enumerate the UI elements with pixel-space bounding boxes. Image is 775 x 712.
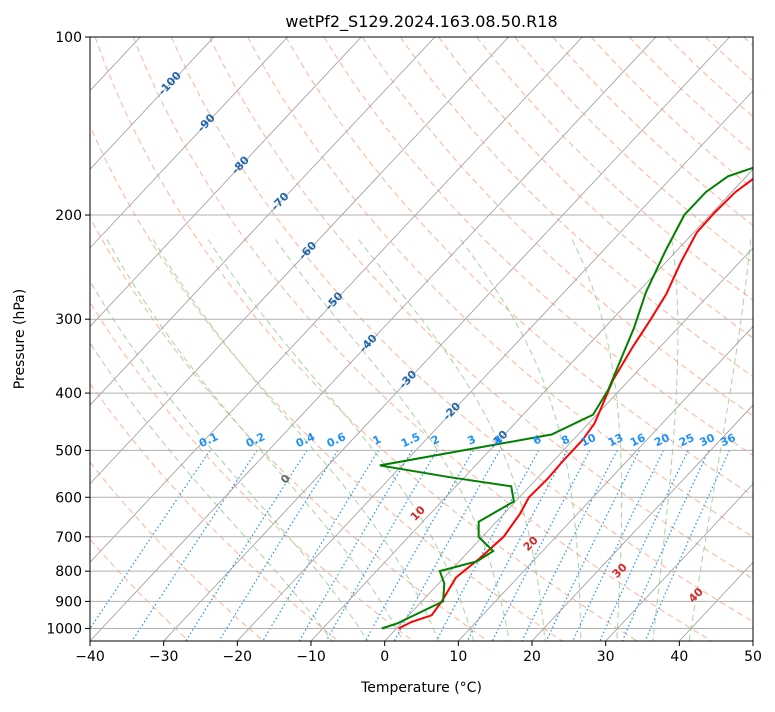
chart-title: wetPf2_S129.2024.163.08.50.R18 bbox=[285, 12, 557, 32]
x-axis-label: Temperature (°C) bbox=[360, 680, 482, 696]
y-tick-label: 100 bbox=[55, 30, 82, 46]
x-tick-label: −40 bbox=[75, 649, 105, 665]
y-tick-label: 900 bbox=[55, 594, 82, 610]
y-tick-label: 700 bbox=[55, 530, 82, 546]
x-tick-label: 30 bbox=[597, 649, 615, 665]
x-tick-label: −10 bbox=[296, 649, 326, 665]
x-tick-label: 0 bbox=[380, 649, 389, 665]
x-tick-label: 40 bbox=[670, 649, 688, 665]
x-tick-label: 20 bbox=[523, 649, 541, 665]
y-tick-label: 1000 bbox=[46, 621, 82, 637]
y-tick-label: 400 bbox=[55, 386, 82, 402]
x-tick-label: −20 bbox=[223, 649, 253, 665]
x-tick-label: −30 bbox=[149, 649, 179, 665]
y-axis-label: Pressure (hPa) bbox=[12, 289, 28, 389]
y-tick-label: 500 bbox=[55, 443, 82, 459]
x-tick-label: 10 bbox=[449, 649, 467, 665]
y-tick-label: 200 bbox=[55, 208, 82, 224]
y-tick-label: 600 bbox=[55, 490, 82, 506]
y-tick-label: 300 bbox=[55, 312, 82, 328]
y-tick-label: 800 bbox=[55, 564, 82, 580]
x-tick-label: 50 bbox=[744, 649, 762, 665]
